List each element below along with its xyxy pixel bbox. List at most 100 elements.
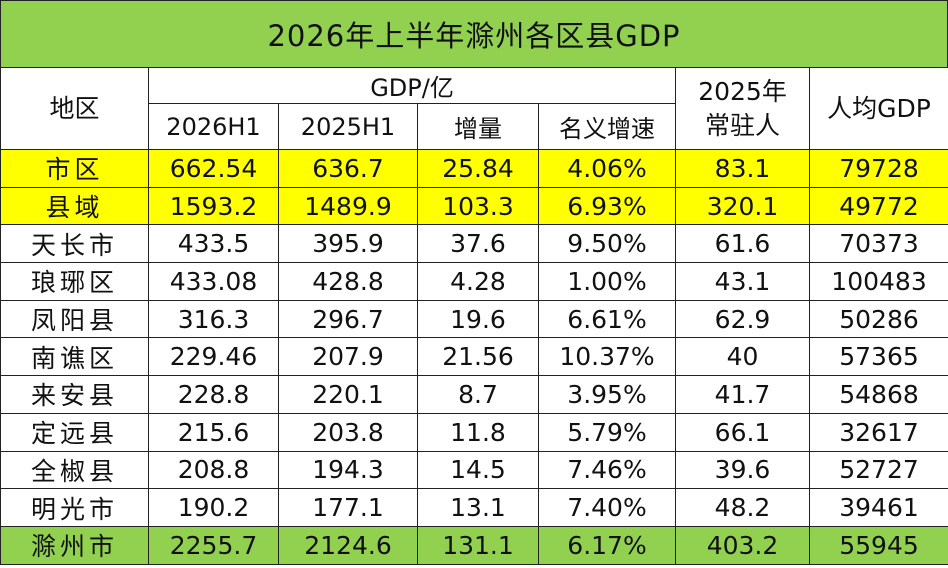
cell-growth: 1.00% — [537, 262, 677, 301]
cell-population: 48.2 — [675, 488, 811, 527]
header-region: 地区 — [0, 67, 149, 150]
cell-gdp-2025h1: 220.1 — [278, 375, 418, 414]
cell-increase: 19.6 — [417, 299, 539, 339]
table-title: 2026年上半年滁州各区县GDP — [0, 0, 948, 68]
cell-growth: 6.17% — [537, 525, 677, 565]
table-row: 明光市 190.2 177.1 13.1 7.40% 48.2 39461 — [0, 488, 948, 527]
cell-gdp-2025h1: 428.8 — [278, 262, 418, 301]
cell-growth: 6.61% — [537, 299, 677, 339]
cell-gdp-2025h1: 296.7 — [278, 299, 418, 339]
cell-per-capita: 54868 — [809, 375, 948, 414]
table-row: 定远县 215.6 203.8 11.8 5.79% 66.1 32617 — [0, 412, 948, 452]
cell-region: 市区 — [0, 149, 149, 188]
cell-increase: 131.1 — [417, 525, 539, 565]
cell-growth: 7.46% — [537, 450, 677, 490]
cell-per-capita: 100483 — [809, 262, 948, 301]
cell-population: 66.1 — [675, 412, 811, 452]
cell-increase: 103.3 — [417, 186, 539, 226]
header-growth: 名义增速 — [537, 103, 677, 150]
cell-region: 琅琊区 — [0, 262, 149, 301]
cell-gdp-2026h1: 215.6 — [148, 412, 279, 452]
cell-per-capita: 32617 — [809, 412, 948, 452]
cell-population: 41.7 — [675, 375, 811, 414]
cell-gdp-2026h1: 228.8 — [148, 375, 279, 414]
cell-population: 39.6 — [675, 450, 811, 490]
cell-increase: 21.56 — [417, 337, 539, 377]
table-row: 滁州市 2255.7 2124.6 131.1 6.17% 403.2 55945 — [0, 525, 948, 565]
cell-region: 滁州市 — [0, 525, 149, 565]
cell-region: 南谯区 — [0, 337, 149, 377]
table-row: 凤阳县 316.3 296.7 19.6 6.61% 62.9 50286 — [0, 299, 948, 339]
cell-gdp-2026h1: 1593.2 — [148, 186, 279, 226]
cell-region: 天长市 — [0, 224, 149, 264]
header-increase: 增量 — [417, 103, 539, 150]
table-row: 南谯区 229.46 207.9 21.56 10.37% 40 57365 — [0, 337, 948, 377]
table-body: 市区 662.54 636.7 25.84 4.06% 83.1 79728 县域 1593.2… — [0, 149, 948, 565]
cell-per-capita: 52727 — [809, 450, 948, 490]
header-population: 2025年 常驻人 — [675, 67, 811, 150]
cell-gdp-2026h1: 433.5 — [148, 224, 279, 264]
cell-growth: 3.95% — [537, 375, 677, 414]
cell-population: 403.2 — [675, 525, 811, 565]
cell-region: 凤阳县 — [0, 299, 149, 339]
cell-increase: 8.7 — [417, 375, 539, 414]
cell-increase: 37.6 — [417, 224, 539, 264]
cell-gdp-2025h1: 177.1 — [278, 488, 418, 527]
cell-per-capita: 49772 — [809, 186, 948, 226]
cell-region: 来安县 — [0, 375, 149, 414]
cell-population: 320.1 — [675, 186, 811, 226]
cell-population: 61.6 — [675, 224, 811, 264]
cell-region: 定远县 — [0, 412, 149, 452]
table-row: 全椒县 208.8 194.3 14.5 7.46% 39.6 52727 — [0, 450, 948, 490]
cell-gdp-2025h1: 1489.9 — [278, 186, 418, 226]
cell-per-capita: 57365 — [809, 337, 948, 377]
cell-growth: 7.40% — [537, 488, 677, 527]
cell-increase: 11.8 — [417, 412, 539, 452]
cell-region: 明光市 — [0, 488, 149, 527]
cell-per-capita: 70373 — [809, 224, 948, 264]
cell-gdp-2025h1: 395.9 — [278, 224, 418, 264]
gdp-table: 地区 GDP/亿 2025年 常驻人 人均GDP 2026H1 2025H1 增… — [0, 67, 948, 565]
table-row: 来安县 228.8 220.1 8.7 3.95% 41.7 54868 — [0, 375, 948, 414]
cell-per-capita: 39461 — [809, 488, 948, 527]
cell-gdp-2025h1: 636.7 — [278, 149, 418, 188]
cell-increase: 25.84 — [417, 149, 539, 188]
cell-per-capita: 79728 — [809, 149, 948, 188]
header-2025h1: 2025H1 — [278, 103, 418, 150]
cell-gdp-2025h1: 203.8 — [278, 412, 418, 452]
header-per-capita: 人均GDP — [809, 67, 948, 150]
cell-gdp-2026h1: 316.3 — [148, 299, 279, 339]
cell-gdp-2025h1: 2124.6 — [278, 525, 418, 565]
cell-growth: 9.50% — [537, 224, 677, 264]
table-row: 天长市 433.5 395.9 37.6 9.50% 61.6 70373 — [0, 224, 948, 264]
cell-gdp-2026h1: 2255.7 — [148, 525, 279, 565]
cell-growth: 4.06% — [537, 149, 677, 188]
table-row: 县域 1593.2 1489.9 103.3 6.93% 320.1 49772 — [0, 186, 948, 226]
cell-growth: 5.79% — [537, 412, 677, 452]
cell-population: 62.9 — [675, 299, 811, 339]
cell-per-capita: 50286 — [809, 299, 948, 339]
cell-growth: 10.37% — [537, 337, 677, 377]
cell-population: 83.1 — [675, 149, 811, 188]
cell-gdp-2026h1: 433.08 — [148, 262, 279, 301]
cell-region: 县域 — [0, 186, 149, 226]
cell-region: 全椒县 — [0, 450, 149, 490]
header-population-line2: 常驻人 — [705, 110, 781, 140]
cell-increase: 14.5 — [417, 450, 539, 490]
cell-gdp-2025h1: 194.3 — [278, 450, 418, 490]
cell-gdp-2026h1: 229.46 — [148, 337, 279, 377]
cell-gdp-2025h1: 207.9 — [278, 337, 418, 377]
cell-gdp-2026h1: 662.54 — [148, 149, 279, 188]
cell-growth: 6.93% — [537, 186, 677, 226]
cell-increase: 13.1 — [417, 488, 539, 527]
cell-population: 43.1 — [675, 262, 811, 301]
cell-increase: 4.28 — [417, 262, 539, 301]
table-row: 市区 662.54 636.7 25.84 4.06% 83.1 79728 — [0, 149, 948, 188]
table-row: 琅琊区 433.08 428.8 4.28 1.00% 43.1 100483 — [0, 262, 948, 301]
cell-population: 40 — [675, 337, 811, 377]
header-gdp-group: GDP/亿 — [147, 67, 677, 104]
header-population-line1: 2025年 — [698, 76, 787, 106]
header-2026h1: 2026H1 — [148, 103, 279, 150]
cell-gdp-2026h1: 208.8 — [148, 450, 279, 490]
cell-gdp-2026h1: 190.2 — [148, 488, 279, 527]
